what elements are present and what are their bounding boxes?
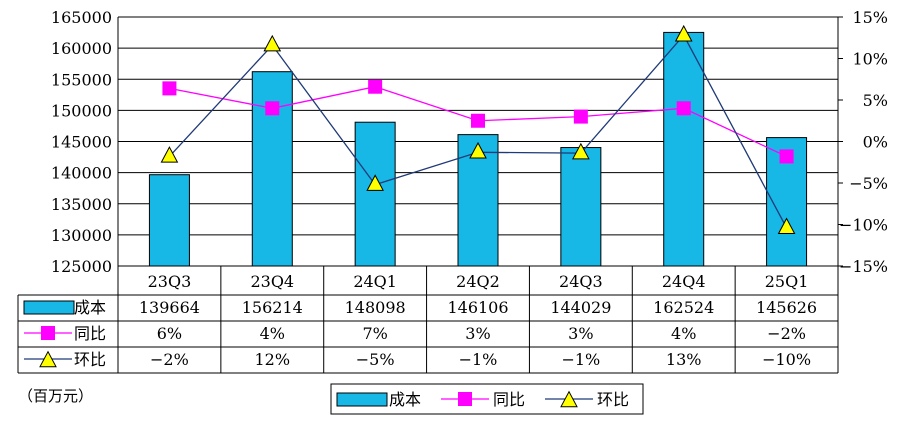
table-cell: 3% <box>465 324 490 343</box>
bar <box>663 31 705 267</box>
marker-triangle <box>39 350 57 368</box>
table-cell: −1% <box>561 350 600 369</box>
table-row-header: 环比 <box>74 350 106 369</box>
y-left-tick-label: 165000 <box>51 8 112 27</box>
y-right-tick-label: 10% <box>852 50 888 69</box>
bar <box>148 174 190 267</box>
category-label: 24Q3 <box>559 272 603 291</box>
y-right-tick-label: −10% <box>839 216 888 235</box>
legend-label: 同比 <box>493 390 525 409</box>
category-label: 24Q4 <box>662 272 706 291</box>
table-cell: 144029 <box>550 298 611 317</box>
marker-triangle <box>777 217 796 235</box>
y-left-tick-label: 160000 <box>51 39 112 58</box>
legend-label: 环比 <box>597 390 629 409</box>
category-label: 24Q2 <box>456 272 500 291</box>
bar <box>251 71 293 267</box>
marker-square <box>41 326 55 340</box>
category-label: 25Q1 <box>765 272 809 291</box>
marker-triangle <box>560 390 578 408</box>
table-row-header: 同比 <box>74 324 106 343</box>
bar <box>354 121 396 267</box>
marker-square <box>471 113 485 128</box>
table-cell: 3% <box>568 324 593 343</box>
cost-bars <box>148 31 808 267</box>
series-lines <box>160 24 796 235</box>
y-left-tick-label: 135000 <box>51 195 112 214</box>
table-cell: 12% <box>255 350 291 369</box>
y-right-tick-label: 15% <box>852 8 888 27</box>
marker-triangle <box>160 146 179 163</box>
marker-triangle <box>674 24 693 42</box>
legend-label: 成本 <box>389 390 421 409</box>
legend-key-bar <box>336 392 388 407</box>
table-cell: 7% <box>362 324 387 343</box>
table-cell: 148098 <box>345 298 406 317</box>
y-right-tick-label: 0% <box>863 133 888 152</box>
category-label: 23Q4 <box>250 272 294 291</box>
table-cell: 4% <box>260 324 285 343</box>
data-table: 23Q3 23Q4 24Q1 24Q2 24Q3 24Q4 25Q1 成本 139664 1562… <box>17 265 839 374</box>
table-cell: −1% <box>459 350 498 369</box>
marker-triangle <box>366 174 384 191</box>
category-label: 23Q3 <box>148 272 192 291</box>
bar <box>560 147 602 267</box>
table-cell: 139664 <box>139 298 200 317</box>
table-cell: 13% <box>666 350 702 369</box>
y-left-tick-label: 155000 <box>51 70 112 89</box>
unit-label: （百万元） <box>18 387 93 405</box>
y-left-tick-label: 130000 <box>51 226 112 245</box>
table-row-header: 成本 <box>74 298 106 317</box>
marker-square <box>368 79 383 94</box>
table-cell: 156214 <box>242 298 303 317</box>
marker-square <box>458 392 472 406</box>
y-left-tick-label: 150000 <box>51 101 112 120</box>
category-label: 24Q1 <box>353 272 397 291</box>
y-right-tick-label: 5% <box>863 91 888 110</box>
table-cell: −2% <box>767 324 806 343</box>
marker-square <box>162 81 177 96</box>
table-cell: 4% <box>671 324 696 343</box>
table-cell: 146106 <box>447 298 508 317</box>
marker-square <box>779 149 794 164</box>
marker-square <box>265 101 280 116</box>
y-right-tick-label: −5% <box>849 174 888 193</box>
marker-square <box>676 101 691 116</box>
table-cell: 145626 <box>756 298 817 317</box>
table-cell: 162524 <box>653 298 714 317</box>
table-cell: 6% <box>157 324 182 343</box>
table-cell: −2% <box>150 350 189 369</box>
y-left-tick-label: 125000 <box>51 257 112 276</box>
y-left-tick-label: 140000 <box>51 164 112 183</box>
y-right-tick-label: −15% <box>839 257 888 276</box>
marker-triangle <box>469 141 487 159</box>
table-cell: −10% <box>762 350 811 369</box>
axes: 125000 130000 135000 140000 145000 150000 1550… <box>51 8 888 276</box>
marker-triangle <box>263 34 282 52</box>
table-cell: −5% <box>356 350 395 369</box>
marker-triangle <box>572 142 590 160</box>
marker-square <box>573 109 588 124</box>
legend: 成本 同比 环比 <box>330 383 644 415</box>
y-left-tick-label: 145000 <box>51 133 112 152</box>
table-key-bar <box>23 300 75 315</box>
